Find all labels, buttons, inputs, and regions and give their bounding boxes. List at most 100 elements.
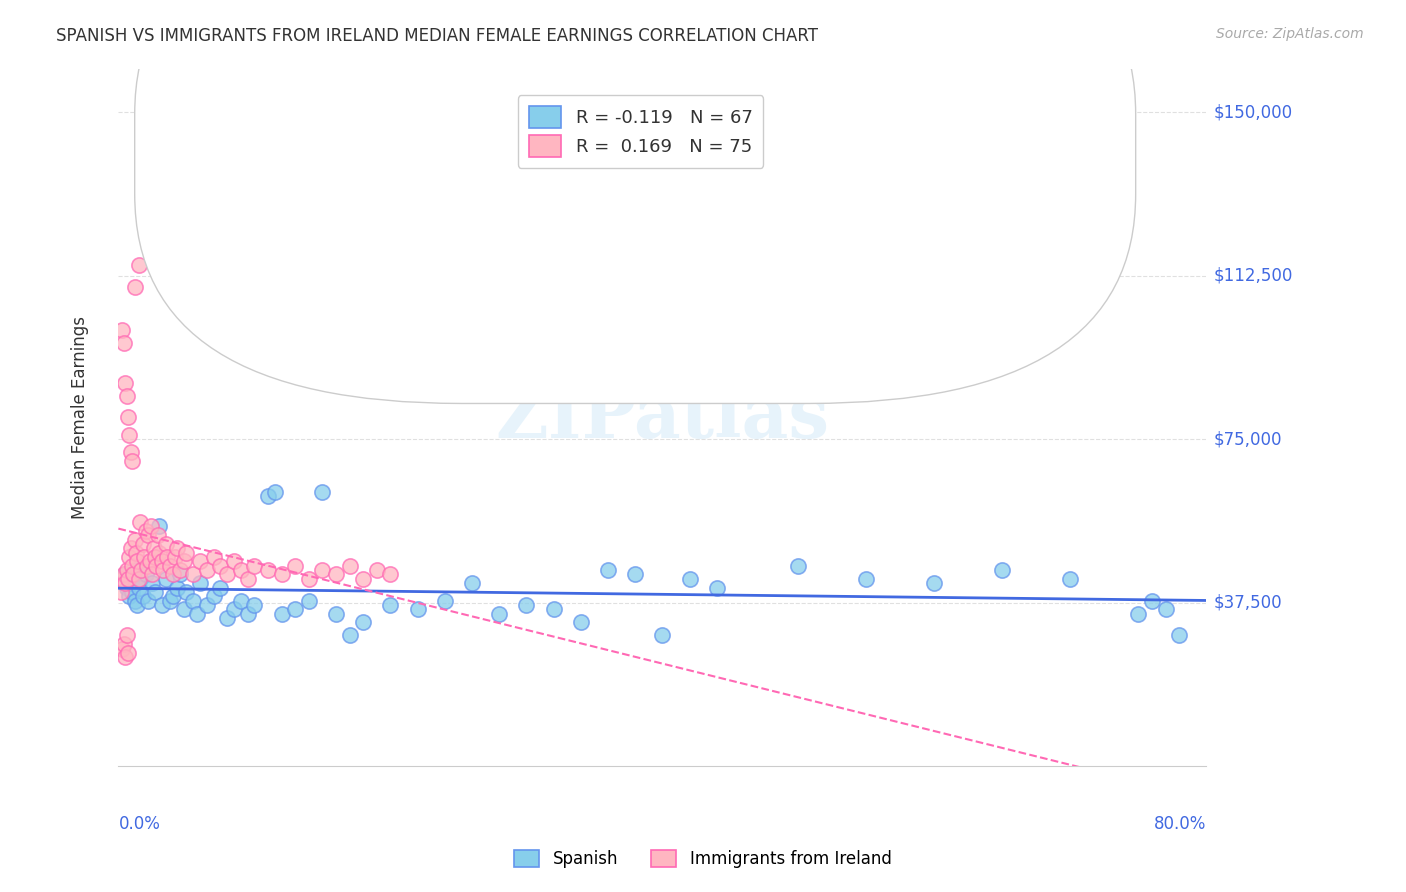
Point: [134, 549, 156, 564]
Point: [787, 558, 810, 573]
Point: [169, 567, 191, 582]
FancyBboxPatch shape: [135, 0, 1136, 403]
Point: [150, 554, 173, 568]
Point: [115, 628, 138, 642]
Point: [298, 593, 321, 607]
Point: [118, 428, 141, 442]
Point: [135, 524, 157, 538]
Point: [148, 546, 170, 560]
Point: [243, 558, 266, 573]
Point: [138, 554, 160, 568]
Point: [257, 563, 280, 577]
Point: [152, 563, 174, 577]
Point: [135, 567, 157, 582]
Point: [181, 567, 204, 582]
Legend: R = -0.119   N = 67, R =  0.169   N = 75: R = -0.119 N = 67, R = 0.169 N = 75: [517, 95, 763, 168]
Legend: Spanish, Immigrants from Ireland: Spanish, Immigrants from Ireland: [508, 843, 898, 875]
Point: [131, 563, 153, 577]
Point: [311, 563, 333, 577]
Text: $75,000: $75,000: [1213, 430, 1282, 448]
Point: [159, 558, 181, 573]
Point: [186, 607, 208, 621]
Point: [380, 567, 402, 582]
Point: [117, 410, 139, 425]
Point: [143, 549, 166, 564]
Point: [145, 558, 167, 573]
Point: [325, 607, 347, 621]
Point: [124, 593, 146, 607]
Point: [122, 567, 145, 582]
Point: [1059, 572, 1081, 586]
Point: [202, 549, 225, 564]
Point: [162, 567, 184, 582]
Point: [136, 528, 159, 542]
Point: [136, 593, 159, 607]
Point: [132, 589, 155, 603]
Point: [991, 563, 1014, 577]
Point: [114, 376, 136, 390]
Point: [433, 593, 456, 607]
Point: [352, 615, 374, 630]
Point: [156, 549, 179, 564]
Point: [569, 615, 592, 630]
Point: [188, 554, 211, 568]
Point: [121, 454, 143, 468]
Point: [128, 258, 150, 272]
Point: [141, 576, 163, 591]
Point: [120, 576, 142, 591]
Point: [222, 602, 245, 616]
Point: [143, 585, 166, 599]
Point: [165, 549, 187, 564]
Point: [115, 563, 138, 577]
Point: [120, 541, 142, 556]
Point: [325, 567, 347, 582]
Text: 80.0%: 80.0%: [1154, 815, 1206, 833]
Point: [270, 607, 292, 621]
Point: [217, 567, 239, 582]
Text: ZIPatlas: ZIPatlas: [495, 382, 830, 453]
Point: [155, 572, 177, 586]
Point: [209, 558, 232, 573]
Point: [461, 576, 484, 591]
Point: [176, 546, 198, 560]
Point: [706, 581, 728, 595]
Point: [924, 576, 946, 591]
Point: [124, 533, 146, 547]
Point: [217, 611, 239, 625]
Point: [352, 572, 374, 586]
Point: [121, 558, 143, 573]
Point: [229, 563, 252, 577]
Point: [488, 607, 510, 621]
Point: [118, 549, 141, 564]
Point: [142, 541, 165, 556]
Point: [188, 576, 211, 591]
Point: [128, 572, 150, 586]
Point: [222, 554, 245, 568]
Point: [236, 572, 259, 586]
Point: [127, 554, 149, 568]
Point: [155, 537, 177, 551]
Point: [543, 602, 565, 616]
Point: [173, 602, 195, 616]
Point: [195, 598, 218, 612]
Point: [624, 567, 647, 582]
Point: [270, 567, 292, 582]
Point: [110, 585, 132, 599]
Point: [146, 528, 169, 542]
Point: [128, 581, 150, 595]
Point: [114, 567, 136, 582]
Point: [284, 602, 307, 616]
Text: $37,500: $37,500: [1213, 594, 1282, 612]
Point: [117, 646, 139, 660]
Point: [139, 519, 162, 533]
Point: [118, 589, 141, 603]
Point: [169, 563, 191, 577]
Point: [173, 554, 195, 568]
Point: [114, 576, 136, 591]
Point: [229, 593, 252, 607]
Point: [311, 484, 333, 499]
Point: [678, 572, 700, 586]
Point: [243, 598, 266, 612]
Point: [263, 484, 285, 499]
Text: $150,000: $150,000: [1213, 103, 1292, 121]
